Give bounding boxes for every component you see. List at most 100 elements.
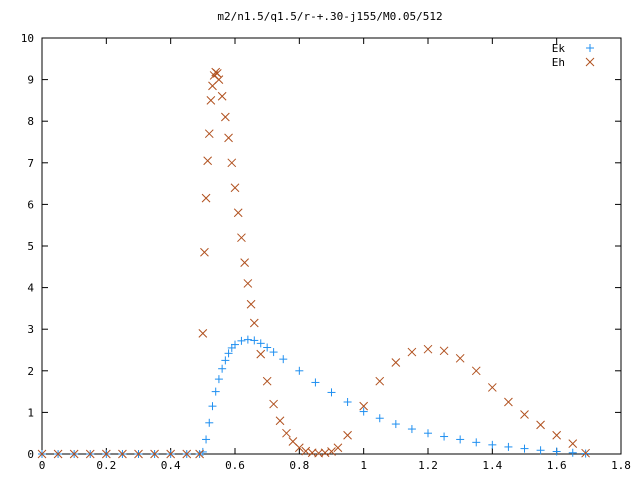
y-tick-label: 4 [27, 282, 34, 295]
data-point-ek [263, 343, 272, 352]
data-point-eh [101, 449, 111, 459]
data-point-ek [520, 444, 529, 453]
data-point-eh [246, 299, 256, 309]
legend-label-ek: Ek [552, 42, 566, 55]
data-point-eh [504, 397, 513, 407]
data-point-eh [487, 383, 497, 392]
y-tick-label: 3 [27, 323, 34, 336]
legend: Ek Eh [552, 42, 595, 69]
data-point-eh [359, 401, 369, 411]
data-point-eh [227, 158, 237, 168]
data-point-ek [456, 435, 465, 444]
data-point-eh [85, 449, 95, 459]
data-point-eh [201, 193, 211, 203]
data-point-ek [311, 378, 320, 387]
data-point-eh [224, 133, 233, 143]
y-tick-label: 10 [21, 32, 34, 45]
data-point-ek [218, 364, 227, 373]
data-point-eh [220, 112, 230, 122]
data-point-eh [166, 449, 176, 459]
y-tick-label: 2 [27, 365, 34, 378]
y-tick-label: 0 [27, 448, 34, 461]
data-point-ek [211, 387, 220, 396]
data-point-ek [375, 414, 384, 423]
data-point-ek [214, 375, 223, 384]
data-point-eh [423, 344, 433, 354]
data-point-ek [424, 429, 432, 438]
data-point-eh [237, 233, 246, 243]
data-point-ek [391, 420, 400, 429]
data-point-ek [552, 447, 561, 456]
data-point-ek [472, 438, 481, 447]
data-point-eh [214, 75, 224, 84]
data-point-ek [231, 340, 239, 349]
y-tick-label: 9 [27, 74, 34, 87]
data-point-eh [230, 183, 240, 193]
data-point-eh [200, 247, 209, 257]
x-tick-label: 1 [360, 459, 367, 472]
data-point-eh [195, 449, 204, 459]
data-point-eh [134, 449, 143, 459]
x-tick-label: 0 [39, 459, 46, 472]
data-point-ek [256, 339, 265, 348]
data-point-ek [343, 398, 352, 406]
data-point-ek [568, 448, 577, 457]
data-point-ek [205, 418, 214, 427]
data-point-eh [262, 376, 272, 386]
series-eh [37, 67, 590, 459]
legend-symbol-ek [586, 44, 594, 52]
data-point-ek [440, 432, 449, 441]
data-point-eh [552, 430, 562, 440]
data-point-eh [333, 443, 343, 453]
x-tick-label: 0.8 [289, 459, 309, 472]
data-point-eh [439, 346, 449, 356]
y-axis: 0 1 2 3 4 5 6 7 8 9 10 [21, 32, 621, 461]
x-tick-label: 0.6 [225, 459, 245, 472]
data-point-eh [391, 358, 401, 367]
data-point-eh [249, 318, 259, 328]
data-point-ek [250, 336, 259, 345]
data-point-eh [256, 349, 266, 359]
data-point-eh [53, 449, 63, 459]
y-tick-label: 8 [27, 115, 34, 128]
data-point-ek [536, 446, 545, 455]
x-tick-label: 0.4 [161, 459, 181, 472]
data-point-ek [359, 407, 368, 416]
x-tick-label: 1.4 [482, 459, 502, 472]
x-tick-label: 1.2 [418, 459, 438, 472]
data-point-ek [202, 435, 211, 444]
data-point-ek [208, 402, 217, 411]
x-tick-label: 1.6 [547, 459, 567, 472]
legend-symbol-eh [585, 57, 595, 67]
data-point-eh [581, 448, 590, 458]
data-point-eh [37, 449, 47, 459]
data-point-ek [237, 336, 246, 345]
data-point-ek [407, 425, 416, 434]
data-point-eh [282, 428, 291, 438]
data-point-ek [504, 442, 513, 451]
data-point-eh [243, 279, 253, 288]
data-point-eh [269, 399, 278, 409]
data-point-ek [488, 440, 497, 449]
data-point-eh [198, 329, 208, 338]
data-point-eh [204, 129, 214, 139]
data-point-eh [375, 376, 385, 386]
y-tick-label: 6 [27, 198, 34, 211]
data-point-eh [471, 366, 481, 376]
data-point-ek [327, 388, 336, 397]
data-point-ek [221, 356, 230, 365]
data-point-eh [217, 91, 227, 101]
y-tick-label: 1 [27, 406, 34, 419]
data-point-eh [118, 449, 127, 459]
x-axis: 0 0.2 0.4 0.6 0.8 1 1.2 1.4 1.6 1.8 [39, 38, 631, 472]
series-ek [38, 335, 590, 458]
data-point-ek [227, 343, 236, 352]
data-point-eh [206, 96, 216, 105]
x-tick-label: 0.2 [96, 459, 116, 472]
data-point-eh [294, 443, 304, 453]
data-point-eh [301, 446, 311, 456]
data-point-ek [279, 355, 288, 364]
data-point-eh [275, 416, 285, 426]
legend-label-eh: Eh [552, 56, 565, 69]
